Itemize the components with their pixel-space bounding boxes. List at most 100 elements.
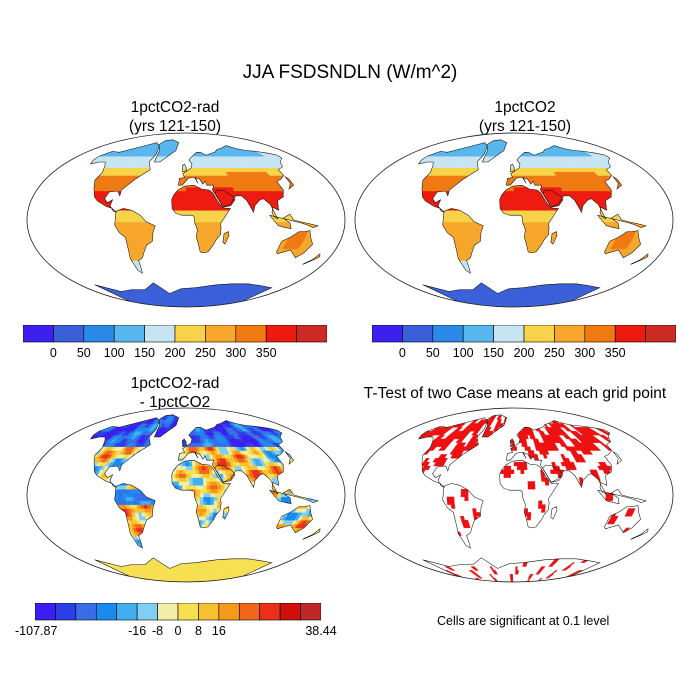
colorbar-swatch	[198, 603, 220, 621]
map-panel1	[26, 132, 346, 308]
colorbar-swatch	[432, 325, 464, 343]
coastline-australia	[604, 505, 641, 534]
coastline-africa	[171, 459, 231, 529]
coastline-samerica	[114, 483, 156, 549]
colorbar-swatch	[523, 325, 555, 343]
panel3-title: 1pctCO2-rad - 1pctCO2	[25, 374, 325, 412]
coastline-samerica	[442, 483, 484, 549]
map-ocean	[27, 408, 345, 582]
colorbar-tick-label: 200	[513, 346, 535, 360]
coastline-greenland	[153, 139, 180, 163]
coastline-japan	[612, 451, 622, 465]
coastline-europe	[177, 420, 285, 495]
colorbar-tick-label: 0	[174, 624, 182, 638]
coastline-uk	[510, 438, 516, 448]
colorbar-tick-label: 0	[49, 346, 57, 360]
colorbar-tick-label: 350	[604, 346, 626, 360]
coastline-madagascar	[222, 231, 230, 245]
coastline-nz	[302, 528, 321, 540]
colorbar-swatch	[265, 325, 297, 343]
coastline-antarctica	[94, 282, 273, 307]
colorbar-tick-label: 350	[255, 346, 277, 360]
map-border	[26, 132, 346, 308]
coastline-greenland	[481, 139, 508, 163]
coastline-seasia	[596, 213, 647, 230]
colorbar-swatch	[157, 603, 179, 621]
colorbar-tick-label: -107.87	[15, 624, 58, 638]
colorbar-swatch	[300, 603, 321, 621]
panel3-title-line2: - 1pctCO2	[139, 394, 211, 411]
colorbar-swatch	[174, 325, 206, 343]
colorbar-tick-label: 150	[134, 346, 156, 360]
panel2-title-line1: 1pctCO2	[494, 99, 556, 116]
coastline-samerica	[114, 208, 156, 274]
panel1-title-line1: 1pctCO2-rad	[130, 99, 220, 116]
coastline-japan	[612, 176, 622, 190]
colorbar-tick-label: 16	[211, 624, 226, 638]
map-border	[354, 407, 674, 583]
coastline-europe	[177, 145, 285, 220]
coastline-arabia	[542, 464, 564, 483]
colorbar-swatch	[113, 325, 145, 343]
colorbar-tick-label: 250	[543, 346, 565, 360]
map-border	[26, 407, 346, 583]
coastline-nz	[630, 253, 649, 265]
coastline-australia	[604, 230, 641, 259]
coastline-antarctica	[422, 282, 601, 307]
coastline-greenland	[481, 414, 508, 438]
coastline-seasia	[268, 213, 319, 230]
coastline-madagascar	[550, 506, 558, 520]
coastline-nz	[630, 528, 649, 540]
coastline-greenland	[153, 414, 180, 438]
colorbar-swatch	[614, 325, 646, 343]
colorbar-swatch	[279, 603, 301, 621]
panel2-title-line2: (yrs 121-150)	[478, 118, 572, 135]
coastline-europe	[505, 420, 613, 495]
colorbar-tick-label: 100	[103, 346, 125, 360]
coastline-arabia	[214, 464, 236, 483]
coastline-seasia	[268, 488, 319, 505]
colorbar-tick-label: 8	[194, 624, 202, 638]
colorbar-tick-label: -16	[128, 624, 147, 638]
map-panel3	[26, 407, 346, 583]
colorbar-tick-label: 38.44	[305, 624, 337, 638]
colorbar-swatch	[75, 603, 97, 621]
colorbar-swatch	[554, 325, 586, 343]
colorbar-swatch	[53, 325, 85, 343]
colorbar-swatch	[205, 325, 237, 343]
colorbar-tick-label: 50	[76, 346, 91, 360]
significance-note: Cells are significant at 0.1 level	[437, 614, 610, 628]
colorbar-tick-label: 0	[398, 346, 406, 360]
coastline-seasia	[596, 488, 647, 505]
colorbar-tick-label: 50	[425, 346, 440, 360]
colorbar-swatch	[372, 325, 403, 343]
coastline-antarctica	[94, 557, 273, 582]
colorbar-swatch	[462, 325, 494, 343]
colorbar-swatch	[177, 603, 199, 621]
coastline-nz	[302, 253, 321, 265]
coastline-uk	[510, 163, 516, 173]
colorbar-panel2	[372, 325, 676, 343]
colorbar-swatch	[238, 603, 261, 621]
panel4-title-line1: T-Test of two Case means at each grid po…	[363, 385, 667, 402]
colorbar-swatch	[144, 325, 176, 343]
colorbar-swatch	[116, 603, 138, 621]
figure-title: JJA FSDSNDLN (W/m^2)	[242, 62, 458, 83]
map-border	[354, 132, 674, 308]
colorbar-swatch	[136, 603, 158, 621]
colorbar-swatch	[218, 603, 240, 621]
colorbar-tick-label: 100	[452, 346, 474, 360]
coastline-madagascar	[222, 506, 230, 520]
colorbar-swatch	[95, 603, 118, 621]
panel1-title: 1pctCO2-rad (yrs 121-150)	[25, 98, 325, 136]
map-panel2	[354, 132, 674, 308]
panel1-title-line2: (yrs 121-150)	[128, 118, 222, 135]
coastline-africa	[499, 184, 559, 254]
colorbar-panel1	[23, 325, 327, 343]
coastline-australia	[276, 230, 313, 259]
panel3-title-line1: 1pctCO2-rad	[130, 375, 220, 392]
coastline-africa	[171, 184, 231, 254]
colorbar-tick-label: 300	[574, 346, 596, 360]
coastline-arabia	[542, 189, 564, 208]
coastline-europe	[505, 145, 613, 220]
